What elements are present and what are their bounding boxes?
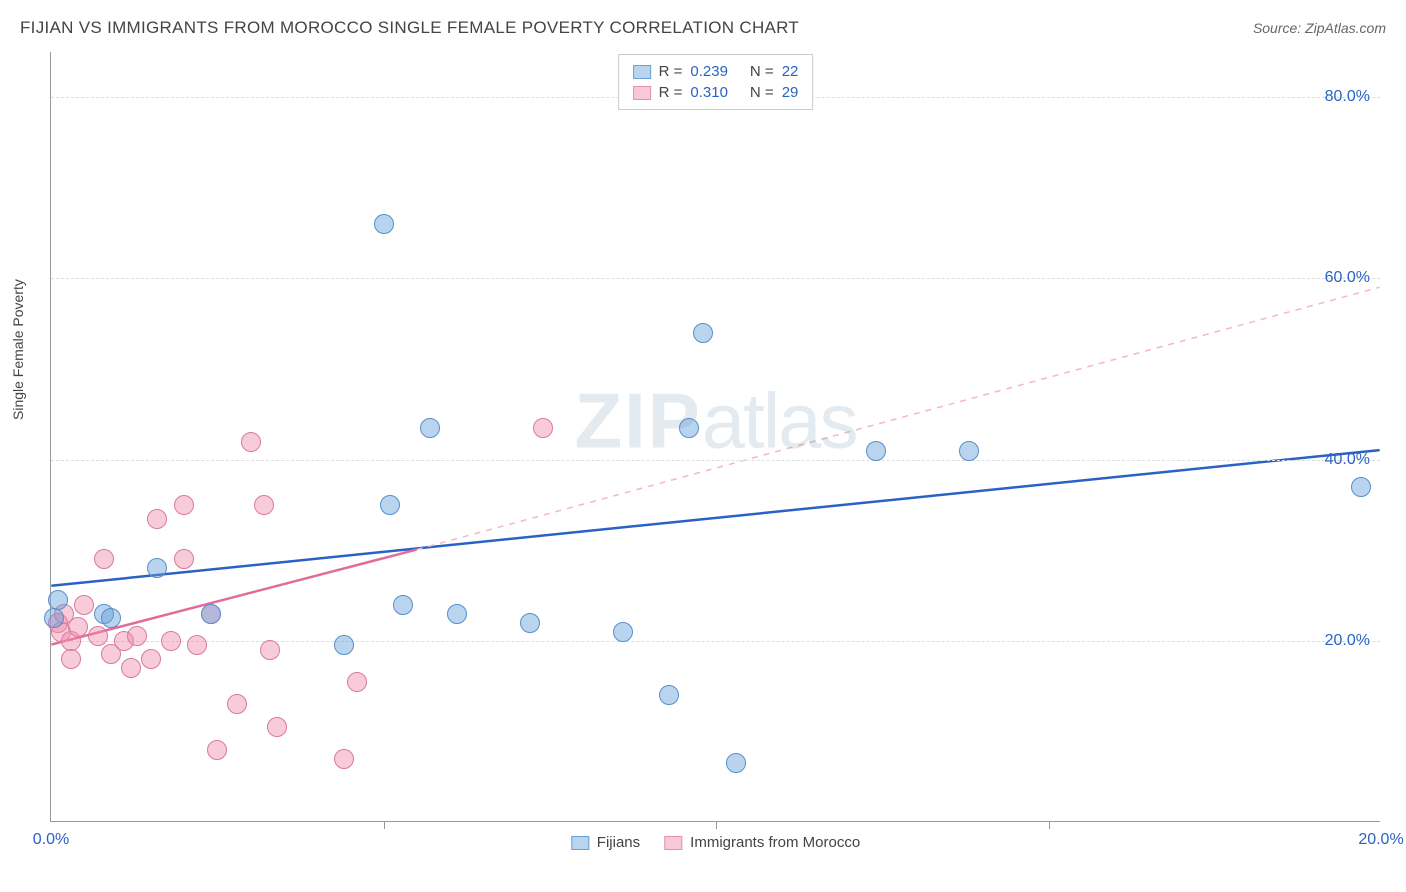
source-prefix: Source: xyxy=(1253,20,1305,36)
n-label: N = xyxy=(750,63,774,80)
data-point-fijians xyxy=(374,214,394,234)
n-value-morocco: 29 xyxy=(782,84,799,101)
x-tick-label: 0.0% xyxy=(33,831,69,849)
data-point-morocco xyxy=(254,495,274,515)
data-point-fijians xyxy=(147,558,167,578)
data-point-fijians xyxy=(393,595,413,615)
data-point-morocco xyxy=(334,749,354,769)
data-point-morocco xyxy=(227,694,247,714)
y-tick-label: 20.0% xyxy=(1325,632,1370,650)
legend-row-fijians: R = 0.239 N = 22 xyxy=(633,61,799,82)
y-tick-label: 80.0% xyxy=(1325,88,1370,106)
data-point-morocco xyxy=(267,717,287,737)
legend-correlation: R = 0.239 N = 22 R = 0.310 N = 29 xyxy=(618,54,814,110)
data-point-fijians xyxy=(380,495,400,515)
scatter-plot: ZIPatlas R = 0.239 N = 22 R = 0.310 N = … xyxy=(50,52,1380,822)
data-point-fijians xyxy=(420,418,440,438)
y-tick-label: 60.0% xyxy=(1325,269,1370,287)
y-axis-label: Single Female Poverty xyxy=(10,279,26,420)
data-point-morocco xyxy=(127,626,147,646)
chart-title: FIJIAN VS IMMIGRANTS FROM MOROCCO SINGLE… xyxy=(20,18,799,38)
x-tick-mark xyxy=(716,821,717,829)
data-point-morocco xyxy=(121,658,141,678)
legend-label-morocco: Immigrants from Morocco xyxy=(690,834,860,851)
r-label: R = xyxy=(659,63,683,80)
source-attribution: Source: ZipAtlas.com xyxy=(1253,20,1386,36)
data-point-fijians xyxy=(447,604,467,624)
legend-series: Fijians Immigrants from Morocco xyxy=(571,834,860,851)
data-point-morocco xyxy=(174,495,194,515)
data-point-fijians xyxy=(44,608,64,628)
data-point-morocco xyxy=(347,672,367,692)
data-point-fijians xyxy=(520,613,540,633)
gridline-h xyxy=(51,460,1380,461)
legend-row-morocco: R = 0.310 N = 29 xyxy=(633,82,799,103)
data-point-fijians xyxy=(659,685,679,705)
gridline-h xyxy=(51,641,1380,642)
legend-item-morocco: Immigrants from Morocco xyxy=(664,834,860,851)
data-point-fijians xyxy=(48,590,68,610)
data-point-morocco xyxy=(141,649,161,669)
trend-line xyxy=(417,287,1380,549)
y-tick-label: 40.0% xyxy=(1325,451,1370,469)
data-point-fijians xyxy=(1351,477,1371,497)
data-point-fijians xyxy=(101,608,121,628)
data-point-fijians xyxy=(866,441,886,461)
data-point-morocco xyxy=(68,617,88,637)
data-point-fijians xyxy=(613,622,633,642)
data-point-morocco xyxy=(241,432,261,452)
x-tick-mark xyxy=(1049,821,1050,829)
data-point-fijians xyxy=(959,441,979,461)
data-point-morocco xyxy=(174,549,194,569)
legend-item-fijians: Fijians xyxy=(571,834,640,851)
data-point-morocco xyxy=(187,635,207,655)
n-label: N = xyxy=(750,84,774,101)
data-point-morocco xyxy=(94,549,114,569)
x-tick-label: 20.0% xyxy=(1358,831,1403,849)
data-point-fijians xyxy=(693,323,713,343)
x-tick-mark xyxy=(384,821,385,829)
chart-header: FIJIAN VS IMMIGRANTS FROM MOROCCO SINGLE… xyxy=(20,18,1386,38)
data-point-morocco xyxy=(533,418,553,438)
data-point-morocco xyxy=(260,640,280,660)
data-point-morocco xyxy=(88,626,108,646)
data-point-fijians xyxy=(726,753,746,773)
r-label: R = xyxy=(659,84,683,101)
r-value-fijians: 0.239 xyxy=(690,63,728,80)
swatch-morocco-icon xyxy=(664,836,682,850)
data-point-fijians xyxy=(334,635,354,655)
swatch-morocco-icon xyxy=(633,86,651,100)
source-name: ZipAtlas.com xyxy=(1305,20,1386,36)
gridline-h xyxy=(51,278,1380,279)
data-point-morocco xyxy=(147,509,167,529)
data-point-fijians xyxy=(201,604,221,624)
trend-line xyxy=(51,450,1379,586)
r-value-morocco: 0.310 xyxy=(690,84,728,101)
data-point-morocco xyxy=(161,631,181,651)
data-point-morocco xyxy=(207,740,227,760)
data-point-morocco xyxy=(74,595,94,615)
swatch-fijians-icon xyxy=(633,65,651,79)
swatch-fijians-icon xyxy=(571,836,589,850)
legend-label-fijians: Fijians xyxy=(597,834,640,851)
n-value-fijians: 22 xyxy=(782,63,799,80)
data-point-morocco xyxy=(61,649,81,669)
data-point-fijians xyxy=(679,418,699,438)
